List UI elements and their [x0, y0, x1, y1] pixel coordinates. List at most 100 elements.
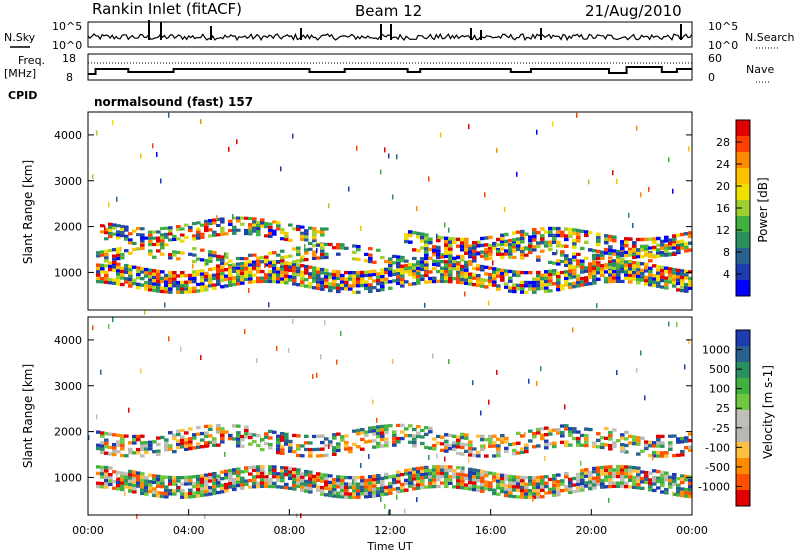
data-cell — [552, 480, 557, 484]
data-cell — [252, 229, 257, 233]
data-cell — [464, 271, 469, 276]
data-cell — [392, 430, 397, 434]
data-cell — [328, 493, 333, 498]
data-cell — [556, 244, 561, 248]
data-cell — [104, 270, 109, 275]
data-cell — [496, 249, 501, 253]
data-cell — [676, 249, 681, 253]
data-cell — [164, 286, 169, 291]
data-cell — [452, 441, 457, 445]
data-cell — [212, 273, 217, 277]
data-cell — [356, 280, 361, 285]
data-cell — [136, 269, 141, 273]
data-cell — [500, 271, 505, 276]
data-cell — [656, 434, 661, 438]
data-cell — [140, 488, 145, 492]
data-cell — [216, 484, 221, 488]
data-cell — [468, 471, 473, 475]
data-cell — [476, 274, 481, 278]
data-cell — [592, 260, 597, 264]
data-cell — [620, 243, 625, 247]
data-cell — [384, 271, 389, 275]
data-cell — [688, 276, 693, 281]
data-cell — [352, 479, 354, 485]
data-cell — [160, 478, 165, 482]
data-cell — [156, 273, 161, 277]
data-cell — [108, 268, 113, 272]
data-cell — [164, 273, 169, 278]
data-cell — [244, 466, 249, 470]
data-cell — [632, 485, 637, 489]
data-cell — [88, 435, 90, 441]
data-cell — [472, 256, 477, 260]
data-cell — [584, 240, 589, 244]
data-cell — [532, 485, 537, 490]
data-cell — [412, 437, 417, 441]
data-cell — [212, 276, 217, 281]
data-cell — [212, 440, 217, 444]
data-cell — [152, 490, 157, 494]
data-cell — [376, 282, 381, 286]
data-cell — [216, 427, 221, 431]
data-cell — [348, 287, 353, 291]
data-cell — [236, 266, 241, 270]
data-cell — [556, 278, 561, 282]
data-cell — [300, 270, 305, 274]
data-cell — [600, 436, 605, 440]
data-cell — [624, 263, 629, 267]
data-cell — [456, 237, 461, 242]
data-cell — [656, 265, 661, 269]
data-cell — [424, 302, 426, 308]
data-cell — [460, 466, 462, 471]
data-cell — [428, 454, 430, 460]
data-cell — [164, 302, 166, 308]
data-cell — [292, 275, 297, 279]
data-cell — [256, 471, 261, 476]
data-cell — [332, 452, 337, 456]
data-cell — [336, 475, 341, 479]
data-cell — [464, 275, 469, 279]
data-cell — [240, 268, 245, 272]
data-cell — [532, 234, 537, 239]
data-cell — [92, 174, 94, 180]
data-cell — [608, 256, 613, 260]
data-cell — [100, 276, 105, 281]
data-cell — [460, 248, 465, 252]
data-cell — [536, 431, 541, 435]
data-cell — [188, 427, 193, 431]
data-cell — [572, 268, 577, 272]
data-cell — [244, 228, 249, 232]
data-cell — [404, 433, 409, 438]
data-cell — [596, 277, 601, 281]
data-cell — [564, 273, 569, 277]
data-cell — [420, 472, 425, 477]
data-cell — [268, 231, 273, 235]
data-cell — [476, 479, 481, 483]
data-cell — [512, 286, 517, 290]
data-cell — [372, 484, 377, 488]
data-cell — [508, 252, 513, 256]
data-cell — [680, 494, 685, 498]
data-cell — [152, 477, 157, 481]
data-cell — [648, 481, 653, 485]
data-cell — [232, 478, 237, 482]
data-cell — [656, 243, 661, 247]
data-cell — [104, 472, 109, 476]
data-cell — [624, 237, 629, 241]
data-cell — [276, 447, 281, 451]
data-cell — [124, 491, 126, 497]
data-cell — [552, 428, 557, 432]
data-cell — [532, 489, 537, 493]
data-cell — [688, 445, 693, 449]
data-cell — [156, 478, 161, 482]
data-cell — [636, 482, 641, 487]
data-cell — [244, 482, 249, 486]
data-cell — [136, 438, 141, 442]
data-cell — [668, 478, 673, 483]
x-tick-label: 12:00 — [374, 524, 406, 537]
data-cell — [668, 434, 673, 438]
nsky-label: N.Sky — [4, 31, 36, 44]
data-cell — [240, 271, 245, 275]
data-cell — [492, 241, 497, 246]
data-cell — [196, 474, 201, 478]
